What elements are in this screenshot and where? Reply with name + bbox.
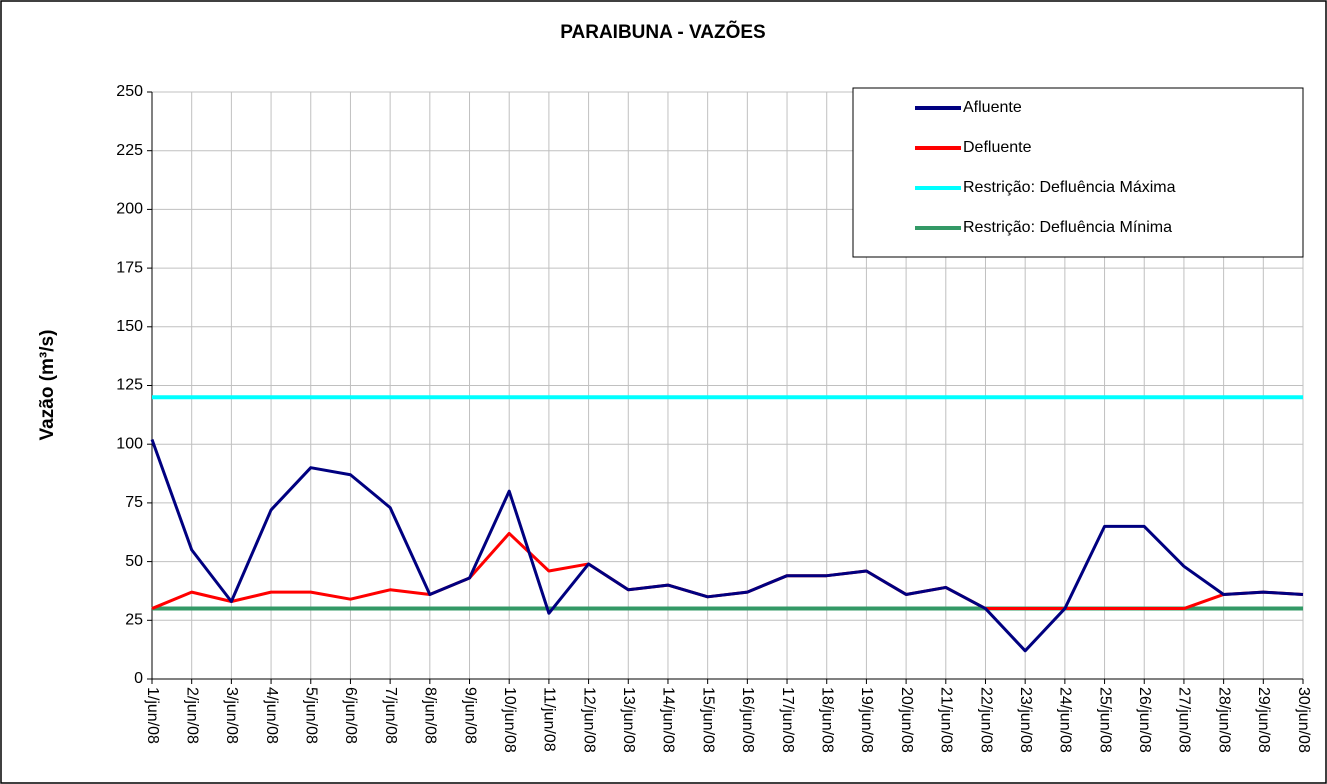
y-tick-label: 150 (116, 318, 143, 335)
x-tick-label: 11/jun/08 (541, 687, 558, 752)
x-tick-label: 13/jun/08 (620, 687, 637, 753)
y-tick-label: 200 (116, 201, 143, 218)
x-tick-label: 9/jun/08 (461, 687, 478, 744)
y-tick-label: 175 (116, 259, 143, 276)
y-tick-label: 250 (116, 83, 143, 100)
x-tick-label: 1/jun/08 (144, 687, 161, 744)
x-tick-label: 6/jun/08 (342, 687, 359, 744)
x-tick-label: 21/jun/08 (938, 687, 955, 753)
y-tick-label: 125 (116, 377, 143, 394)
legend-label: Restrição: Defluência Mínima (963, 219, 1172, 236)
x-tick-label: 17/jun/08 (779, 687, 796, 753)
x-tick-label: 3/jun/08 (223, 687, 240, 744)
legend-label: Restrição: Defluência Máxima (963, 179, 1176, 196)
x-tick-label: 5/jun/08 (303, 687, 320, 744)
x-tick-label: 14/jun/08 (660, 687, 677, 753)
x-tick-label: 25/jun/08 (1096, 687, 1113, 753)
x-tick-label: 28/jun/08 (1215, 687, 1232, 753)
x-tick-label: 24/jun/08 (1057, 687, 1074, 753)
chart-title: PARAIBUNA - VAZÕES (560, 21, 765, 43)
y-tick-label: 25 (125, 612, 143, 629)
y-tick-label: 225 (116, 142, 143, 159)
legend-label: Defluente (963, 139, 1032, 156)
y-tick-label: 100 (116, 435, 143, 452)
x-tick-label: 8/jun/08 (422, 687, 439, 744)
x-tick-label: 10/jun/08 (501, 687, 518, 753)
x-tick-label: 22/jun/08 (977, 687, 994, 753)
y-tick-label: 75 (125, 494, 143, 511)
x-tick-label: 26/jun/08 (1136, 687, 1153, 753)
x-tick-label: 15/jun/08 (699, 687, 716, 753)
legend-label: Afluente (963, 99, 1022, 116)
x-tick-label: 23/jun/08 (1017, 687, 1034, 753)
x-tick-label: 12/jun/08 (580, 687, 597, 753)
x-tick-label: 19/jun/08 (858, 687, 875, 753)
x-tick-label: 30/jun/08 (1295, 687, 1312, 753)
x-tick-label: 20/jun/08 (898, 687, 915, 753)
x-tick-label: 2/jun/08 (183, 687, 200, 744)
y-axis-label: Vazão (m³/s) (37, 330, 58, 441)
y-tick-label: 0 (134, 670, 143, 687)
x-tick-label: 7/jun/08 (382, 687, 399, 744)
y-tick-label: 50 (125, 553, 143, 570)
x-tick-label: 29/jun/08 (1255, 687, 1272, 753)
x-tick-label: 16/jun/08 (739, 687, 756, 753)
series-line (150, 438, 1304, 653)
x-tick-label: 4/jun/08 (263, 687, 280, 744)
x-tick-label: 27/jun/08 (1176, 687, 1193, 753)
x-tick-label: 18/jun/08 (818, 687, 835, 753)
